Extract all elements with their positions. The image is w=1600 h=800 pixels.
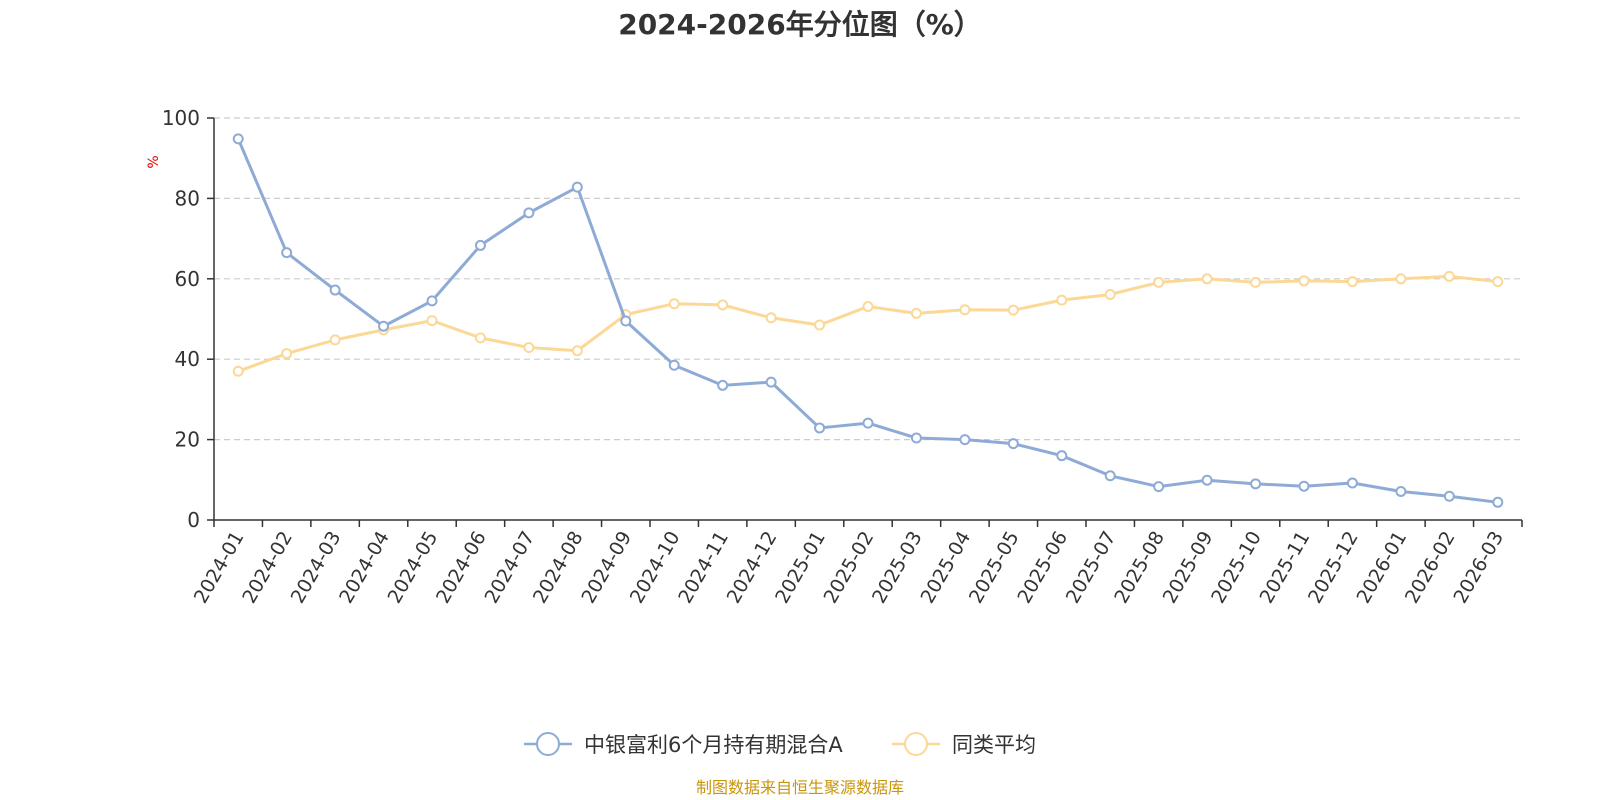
data-point (814, 422, 826, 434)
legend-item-peer-average[interactable]: 同类平均 (892, 732, 1036, 757)
y-tick-label: 40 (175, 347, 200, 371)
data-point (281, 348, 293, 360)
data-point (281, 247, 293, 259)
legend-label: 同类平均 (952, 733, 1036, 757)
data-point (1007, 304, 1019, 316)
data-point (1346, 477, 1358, 489)
data-point (329, 334, 341, 346)
data-point (1443, 270, 1455, 282)
data-point (1250, 478, 1262, 490)
series-lines (232, 133, 1504, 508)
data-point (1492, 496, 1504, 508)
gridlines (214, 117, 1522, 441)
data-point (329, 284, 341, 296)
data-point (717, 299, 729, 311)
data-point (1007, 438, 1019, 450)
data-point (668, 359, 680, 371)
data-source-note: 制图数据来自恒生聚源数据库 (696, 778, 904, 797)
legend[interactable]: 中银富利6个月持有期混合A 同类平均 (524, 732, 1036, 757)
series-fund (232, 133, 1504, 508)
axes: 0204060801002024-012024-022024-032024-04… (162, 106, 1523, 607)
y-tick-label: 100 (162, 106, 200, 130)
legend-circle-swatch (904, 732, 928, 756)
y-tick-label: 0 (187, 508, 200, 532)
data-point (1395, 273, 1407, 285)
data-point (1104, 470, 1116, 482)
data-point (1056, 450, 1068, 462)
data-point (378, 320, 390, 332)
y-axis-unit: % (146, 155, 162, 168)
data-point (1153, 276, 1165, 288)
data-point (1492, 276, 1504, 288)
y-tick-label: 80 (175, 186, 200, 210)
data-point (426, 315, 438, 327)
data-point (1298, 480, 1310, 492)
data-point (1346, 276, 1358, 288)
data-point (474, 332, 486, 344)
data-point (1201, 474, 1213, 486)
data-point (862, 301, 874, 313)
y-tick-label: 20 (175, 428, 200, 452)
data-point (1443, 490, 1455, 502)
data-point (232, 365, 244, 377)
data-point (1201, 273, 1213, 285)
chart-title: 2024-2026年分位图（%） (618, 8, 982, 41)
series-peer-average (232, 270, 1504, 377)
data-point (1298, 275, 1310, 287)
data-point (668, 298, 680, 310)
data-point (620, 315, 632, 327)
data-point (523, 342, 535, 354)
data-point (523, 207, 535, 219)
data-point (765, 376, 777, 388)
data-point (862, 417, 874, 429)
data-point (1250, 276, 1262, 288)
data-point (959, 304, 971, 316)
data-point (474, 239, 486, 251)
data-point (232, 133, 244, 145)
data-point (1104, 288, 1116, 300)
data-point (814, 319, 826, 331)
data-point (910, 307, 922, 319)
data-point (910, 432, 922, 444)
legend-item-fund[interactable]: 中银富利6个月持有期混合A (524, 732, 843, 757)
y-tick-label: 60 (175, 267, 200, 291)
data-point (426, 295, 438, 307)
legend-label: 中银富利6个月持有期混合A (584, 733, 843, 757)
data-point (1056, 294, 1068, 306)
data-point (1153, 481, 1165, 493)
data-point (959, 434, 971, 446)
data-point (1395, 485, 1407, 497)
data-point (765, 312, 777, 324)
data-point (571, 181, 583, 193)
series-line (236, 274, 1500, 373)
data-point (571, 345, 583, 357)
legend-circle-swatch (536, 732, 560, 756)
data-point (717, 379, 729, 391)
